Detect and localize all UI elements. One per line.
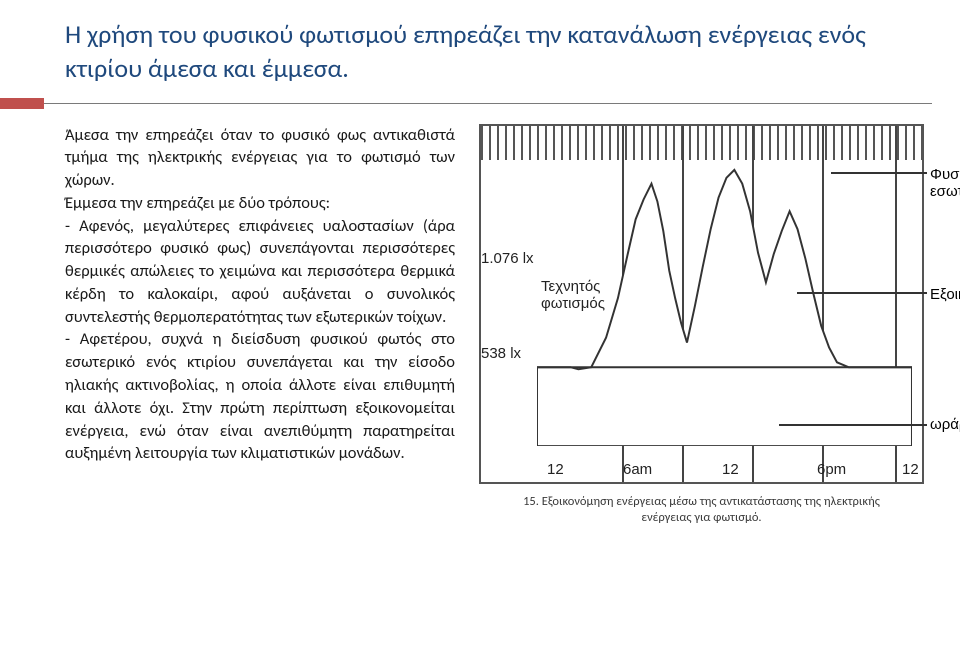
content-row: Άμεσα την επηρεάζει όταν το φυσικό φως α… [0, 96, 960, 528]
y-axis-label: 538 lx [481, 345, 521, 362]
page-title: Η χρήση του φυσικού φωτισμού επηρεάζει τ… [65, 18, 920, 86]
body-text-column: Άμεσα την επηρεάζει όταν το φυσικό φως α… [65, 124, 455, 528]
x-axis-label: 12 [722, 461, 739, 478]
paragraph-indirect-intro: Έμμεσα την επηρεάζει με δύο τρόπους: [65, 192, 455, 215]
annotation-inside: Τεχνητός φωτισμός [541, 278, 605, 313]
accent-bar [0, 98, 44, 109]
paragraph-bullet-2: - Αφετέρου, συχνά η διείσδυση φυσικού φω… [65, 328, 455, 465]
x-axis-label: 6am [623, 461, 652, 478]
y-axis-label: 1.076 lx [481, 250, 534, 267]
x-axis-label: 6pm [817, 461, 846, 478]
paragraph-direct: Άμεσα την επηρεάζει όταν το φυσικό φως α… [65, 124, 455, 192]
x-axis-label: 12 [547, 461, 564, 478]
hatch-band [481, 126, 922, 160]
leader-line [779, 424, 927, 426]
x-axis-label: 12 [902, 461, 919, 478]
figure-column: 1.076 lx 538 lx 12 6am 12 6pm 12 Τεχνητός φωτ… [479, 124, 936, 528]
annotation-external: Εξοικονόμηση [930, 286, 960, 303]
graph-area: 1.076 lx538 lx 126am126pm12 Τεχνητός φωτ… [537, 160, 912, 442]
figure-caption: 15. Εξοικονόμηση ενέργειας μέσω της αντι… [479, 484, 924, 528]
leader-line [797, 292, 927, 294]
annotation-external: ωράριο λειτουργίας [930, 416, 960, 433]
leader-line [831, 172, 927, 174]
header-divider [44, 103, 932, 104]
paragraph-bullet-1: - Αφενός, μεγαλύτερες επιφάνειες υαλοστα… [65, 215, 455, 329]
figure-box: 1.076 lx 538 lx 12 6am 12 6pm 12 Τεχνητός φωτ… [479, 124, 924, 484]
annotation-external: Φυσικό φως στο εσωτερικό του χώρου [930, 166, 960, 201]
